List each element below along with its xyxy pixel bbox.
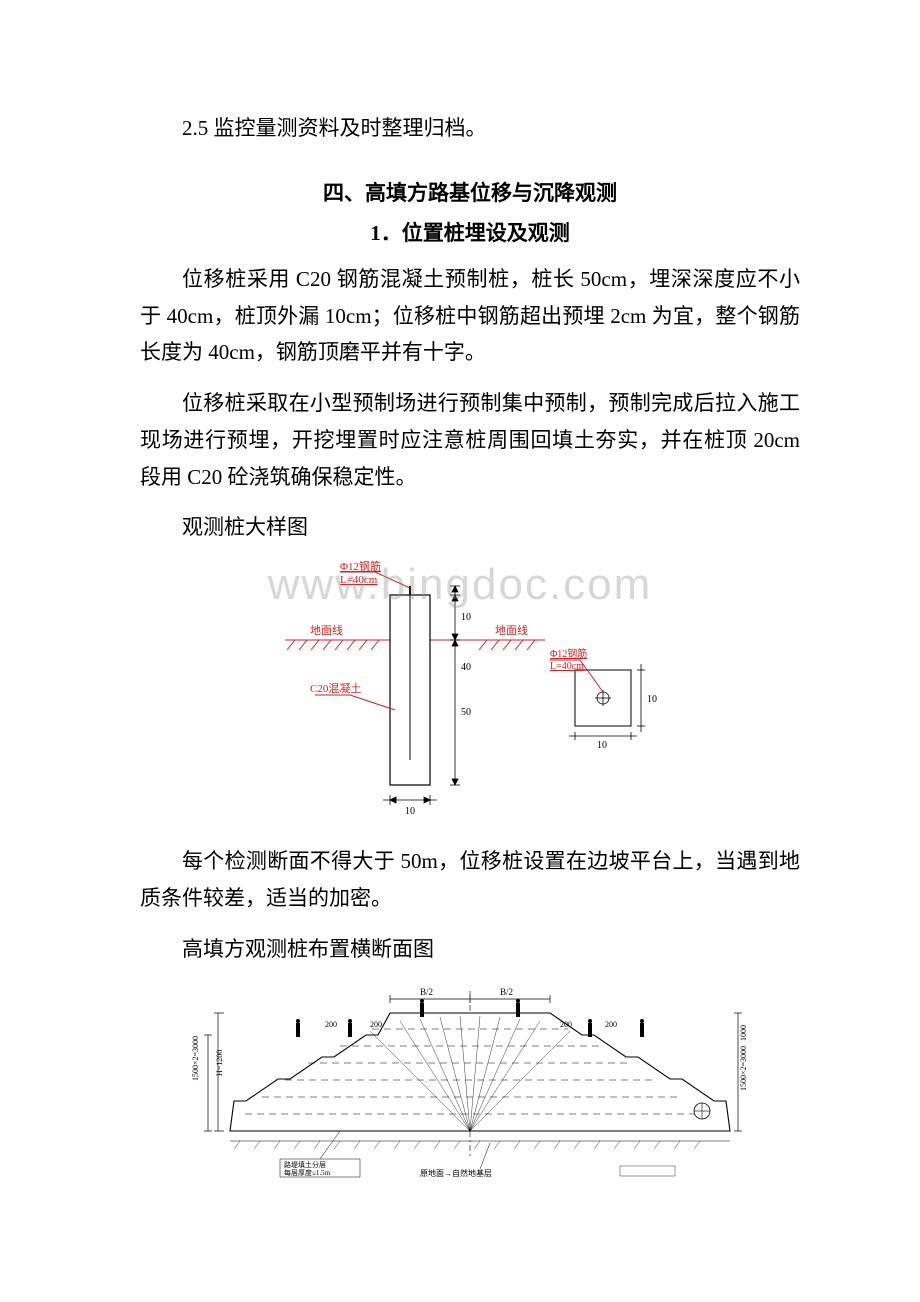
fig2-bench-200-1: 200 [325, 1020, 337, 1029]
fig2-left-seg: 1500×2=3000 [191, 1036, 200, 1081]
figure1-caption: 观测桩大样图 [140, 509, 800, 546]
fig1-rebar-label: Φ12钢筋 [340, 560, 381, 573]
fig1-dim-40: 40 [461, 662, 471, 673]
fig1-plan-h: 10 [647, 694, 657, 705]
subsection-heading-1: 1．位置桩埋设及观测 [140, 217, 800, 247]
fig1-plan-w: 10 [597, 740, 607, 751]
fig1-rebar-len: L=40cm [340, 574, 378, 586]
fig2-embankment-outline [230, 1013, 730, 1131]
paragraph-pile-spec: 位移桩采用 C20 钢筋混凝土预制桩，桩长 50cm，埋深深度应不小于 40cm… [140, 261, 800, 371]
paragraph-2-5: 2.5 监控量测资料及时整理归档。 [140, 110, 800, 147]
fig2-b2-left: B/2 [420, 987, 433, 997]
fig2-b2-right: B/2 [500, 987, 513, 997]
fig1-plan-rebar-len: L=40cm [550, 661, 584, 672]
fig1-ground-left-label: 地面线 [310, 623, 343, 637]
figure1-svg: 地面线 地面线 Φ12钢筋 L=40cm C20混凝土 [255, 560, 685, 820]
fig2-right-total: 1000 [739, 1025, 748, 1041]
fig1-ground-right-label: 地面线 [495, 623, 528, 637]
section-heading-4: 四、高填方路基位移与沉降观测 [140, 177, 800, 207]
fig1-dim-50: 50 [461, 707, 471, 718]
fig1-concrete-label: C20混凝土 [310, 681, 361, 695]
paragraph-section-spacing: 每个检测断面不得大于 50m，位移桩设置在边坡平台上，当遇到地质条件较差，适当的… [140, 843, 800, 917]
figure2-wrap: B/2 B/2 [140, 981, 800, 1216]
fig2-note-left: 路堤填土分层 [284, 1160, 326, 1169]
fig2-bench-200-3: 200 [560, 1020, 572, 1029]
fig2-note-left2: 每层厚度≤1.5m [284, 1168, 331, 1177]
paragraph-pile-cast: 位移桩采取在小型预制场进行预制集中预制，预制完成后拉入施工现场进行预埋，开挖埋置… [140, 385, 800, 495]
fig2-bench-200-4: 200 [605, 1020, 617, 1029]
figure2-caption: 高填方观测桩布置横断面图 [140, 931, 800, 968]
fig2-left-total: H=1200 [215, 1050, 224, 1076]
fig1-plan-rebar: Φ12钢筋 [550, 647, 587, 660]
figure2-svg: B/2 B/2 [190, 981, 750, 1211]
fig1-plan-view: Φ12钢筋 L=40cm 10 10 [550, 647, 657, 751]
fig2-note-bottom: 原地面→自然地基层 [420, 1168, 492, 1178]
fig2-right-seg: 1500×2=3000 [739, 1046, 748, 1091]
figure1-wrap: 地面线 地面线 Φ12钢筋 L=40cm C20混凝土 [140, 560, 800, 825]
fig1-dim-10: 10 [461, 612, 471, 623]
fig2-bench-200-2: 200 [370, 1020, 382, 1029]
fig1-dim-w: 10 [405, 806, 415, 817]
